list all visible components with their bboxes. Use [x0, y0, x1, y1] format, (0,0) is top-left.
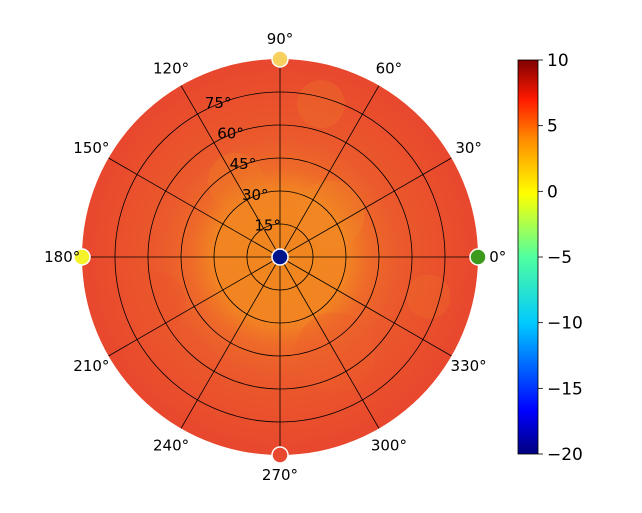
- colorbar-tick-label-6: −20: [547, 445, 583, 465]
- angular-tick-label-330: 330°: [451, 357, 487, 375]
- angular-tick-label-30: 30°: [455, 139, 482, 157]
- angular-gridline-330: [279, 256, 452, 357]
- angular-tick-label-150: 150°: [73, 139, 109, 157]
- marker-west: [73, 248, 91, 266]
- marker-center: [271, 248, 289, 266]
- marker-north: [271, 50, 289, 68]
- angular-tick-label-120: 120°: [153, 59, 189, 77]
- colorbar-tick-label-1: 5: [547, 117, 558, 137]
- radial-tick-label-30: 30°: [242, 186, 269, 204]
- angular-gridline-240: [180, 256, 281, 429]
- radial-tick-label-75: 75°: [205, 94, 232, 112]
- colorbar: 10 5 0 −5 −10 −15 −20: [517, 51, 583, 465]
- colorbar-scale: [517, 59, 539, 455]
- colorbar-tick-label-5: −15: [547, 379, 583, 399]
- angular-tick-label-270: 270°: [262, 466, 298, 484]
- angular-tick-label-60: 60°: [376, 59, 403, 77]
- angular-gridline-150: [108, 157, 281, 258]
- angular-gridline-210: [108, 256, 281, 357]
- angular-tick-label-0: 0°: [489, 248, 506, 266]
- polar-grid: [82, 59, 478, 455]
- data-markers: [73, 50, 487, 464]
- radial-tick-label-45: 45°: [230, 155, 257, 173]
- radial-tick-label-60: 60°: [217, 125, 244, 143]
- marker-south: [271, 446, 289, 464]
- colorbar-tick-label-2: 0: [547, 182, 558, 202]
- colorbar-tick-label-0: 10: [547, 51, 569, 71]
- marker-east: [469, 248, 487, 266]
- angular-tick-label-210: 210°: [73, 357, 109, 375]
- angular-tick-label-180: 180°: [44, 248, 80, 266]
- colorbar-tick-label-3: −5: [547, 248, 572, 268]
- radial-tick-labels: 15° 30° 45° 60° 75°: [205, 94, 281, 234]
- angular-gridline-30: [279, 157, 452, 258]
- angular-tick-labels: 0° 30° 60° 90° 120° 150° 180° 210° 240° 270° 300° 3…: [44, 30, 506, 484]
- angular-tick-label-300: 300°: [371, 437, 407, 455]
- colorbar-tick-label-4: −10: [547, 314, 583, 334]
- angular-tick-label-90: 90°: [267, 30, 294, 48]
- heatmap-blob-4: [406, 274, 451, 319]
- heatmap-blob-5: [296, 79, 345, 128]
- radial-tick-label-15: 15°: [254, 216, 281, 234]
- angular-tick-label-240: 240°: [153, 437, 189, 455]
- angular-gridline-120: [180, 85, 281, 258]
- angular-gridline-300: [279, 256, 380, 429]
- angular-gridline-60: [279, 85, 380, 258]
